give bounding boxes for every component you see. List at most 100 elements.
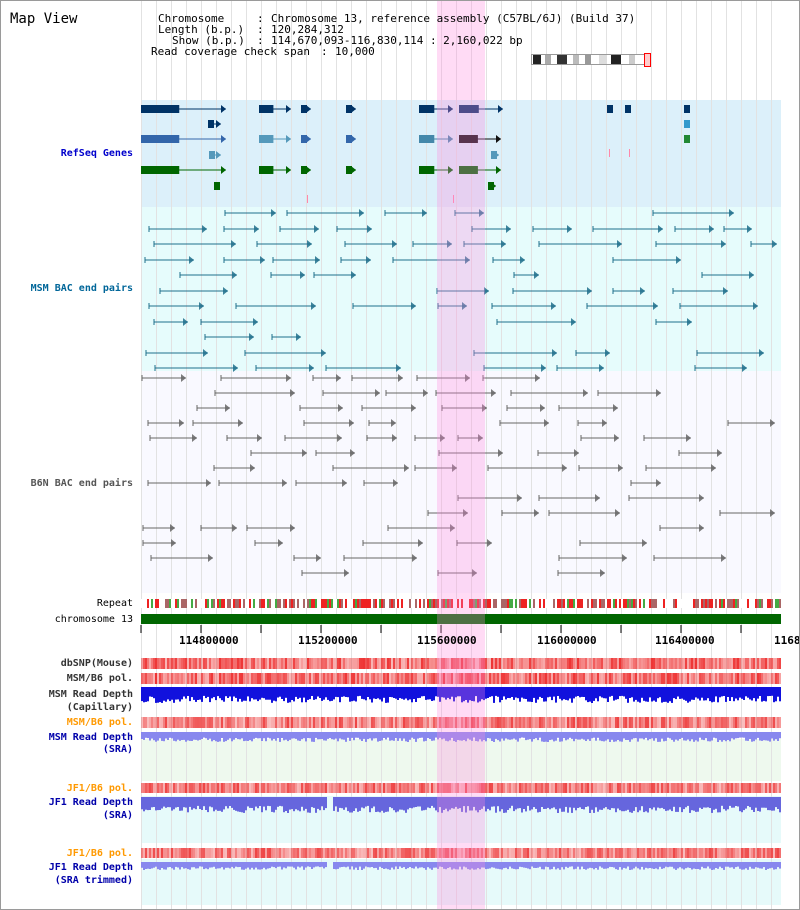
msm-b6-pol-heat [179,673,181,684]
jf1-b6-pol-heat-2 [409,848,411,858]
repeat-mark [493,599,495,608]
msm-depth-sra-bar [679,732,681,739]
jf1-b6-pol-heat [549,783,551,793]
jf1-b6-pol-heat [529,783,531,793]
jf1-b6-pol-heat [647,783,649,793]
track-label-msm-b6-pol-1[interactable]: MSM/B6 pol. [66,673,133,684]
msm-depth-cap-bar [391,687,393,698]
dbsnp-heat [523,658,525,669]
msm-b6-pol-heat [517,673,519,684]
msm-depth-cap-bar [157,687,159,703]
jf1-b6-pol-heat [619,783,621,793]
track-label-repeat[interactable]: Repeat [96,598,133,609]
jf1-b6-pol-heat-2 [771,848,773,858]
jf1-depth-trim-bar [459,862,461,867]
msm-depth-sra-bar [351,732,353,738]
msm-b6-pol-heat-2 [559,717,561,728]
msm-depth-cap-bar [637,687,639,702]
msm-depth-sra-bar [463,732,465,740]
msm-b6-pol-heat-2 [191,717,193,728]
track-label-jf1-depth-sra[interactable]: JF1 Read Depth [48,797,133,808]
jf1-depth-sra-bar [407,797,409,810]
repeat-mark [327,599,329,608]
jf1-depth-sra-bar [345,797,347,808]
track-label-jf1-depth-trim[interactable]: JF1 Read Depth [48,862,133,873]
jf1-depth-trim-bar [495,862,497,869]
jf1-b6-pol-heat-2 [685,848,687,858]
track-label-msm-b6-pol-2[interactable]: MSM/B6 pol. [66,717,133,728]
track-label-refseq[interactable]: RefSeq Genes [60,148,133,159]
jf1-depth-trim-bar [725,862,727,867]
selection-highlight [437,1,485,909]
msm-depth-cap-bar [779,687,781,702]
track-label-msm-bac[interactable]: MSM BAC end pairs [30,283,133,294]
jf1-b6-pol-heat-2 [487,848,489,858]
track-label-b6n-bac[interactable]: B6N BAC end pairs [30,478,133,489]
jf1-b6-pol-heat [601,783,603,793]
jf1-b6-pol-heat [597,783,599,793]
dbsnp-heat [571,658,573,669]
dbsnp-heat [157,658,159,669]
msm-bac-pair-arrow [676,256,681,264]
msm-b6-pol-heat [711,673,713,684]
msm-depth-sra-bar [567,732,569,740]
jf1-b6-pol-heat-2 [387,848,389,858]
track-label-jf1-b6-pol-1[interactable]: JF1/B6 pol. [66,783,133,794]
chromosome-ideogram[interactable] [531,53,653,67]
msm-depth-cap-bar [265,687,267,700]
msm-b6-pol-heat [655,673,657,684]
msm-depth-cap-bar [529,687,531,702]
repeat-mark [723,599,725,608]
dbsnp-heat [267,658,269,669]
msm-depth-cap-bar [187,687,189,696]
track-label-msm-depth-cap[interactable]: MSM Read Depth [48,689,133,700]
jf1-b6-pol-heat [499,783,501,793]
jf1-depth-trim-bar [513,862,515,869]
repeat-mark [393,599,395,608]
msm-depth-cap-bar [143,687,145,703]
msm-b6-pol-heat-2 [661,717,663,728]
msm-depth-sra-bar [217,732,219,742]
jf1-b6-pol-heat [181,783,183,793]
repeat-mark [519,599,521,608]
msm-b6-pol-heat-2 [653,717,655,728]
msm-depth-sra-bar [483,732,485,740]
jf1-depth-trim-bar [671,862,673,867]
jf1-b6-pol-heat-2 [215,848,217,858]
msm-depth-cap-bar [421,687,423,697]
msm-depth-cap-bar [671,687,673,703]
dbsnp-heat [265,658,267,669]
dbsnp-heat [597,658,599,669]
jf1-depth-trim-bar [141,862,143,868]
jf1-depth-sra-bar [413,797,415,808]
jf1-b6-pol-heat-2 [379,848,381,858]
msm-depth-sra-bar [199,732,201,740]
jf1-depth-sra-bar [475,797,477,811]
track-label-msm-depth-sra[interactable]: MSM Read Depth [48,732,133,743]
msm-b6-pol-heat [297,673,299,684]
jf1-depth-trim-bar [413,862,415,869]
msm-depth-cap-bar [585,687,587,701]
dbsnp-heat [663,658,665,669]
msm-b6-pol-heat-2 [411,717,413,728]
jf1-depth-trim-bar [661,862,663,869]
jf1-depth-trim-bar [469,862,471,870]
jf1-b6-pol-heat-2 [479,848,481,858]
msm-depth-cap-bar [473,687,475,702]
msm-b6-pol-heat-2 [735,717,737,728]
msm-depth-sra-bar [369,732,371,739]
msm-depth-cap-bar [627,687,629,703]
jf1-depth-sra-bar [299,797,301,812]
track-label-dbsnp[interactable]: dbSNP(Mouse) [60,658,133,669]
jf1-depth-trim-bar [399,862,401,867]
jf1-b6-pol-heat [727,783,729,793]
jf1-b6-pol-heat [339,783,341,793]
jf1-b6-pol-heat-2 [673,848,675,858]
msm-depth-sra-bar [509,732,511,740]
track-label-jf1-b6-pol-2[interactable]: JF1/B6 pol. [66,848,133,859]
msm-depth-cap-bar [367,687,369,697]
msm-depth-cap-bar [549,687,551,697]
jf1-depth-trim-bar [449,862,451,868]
dbsnp-heat [557,658,559,669]
